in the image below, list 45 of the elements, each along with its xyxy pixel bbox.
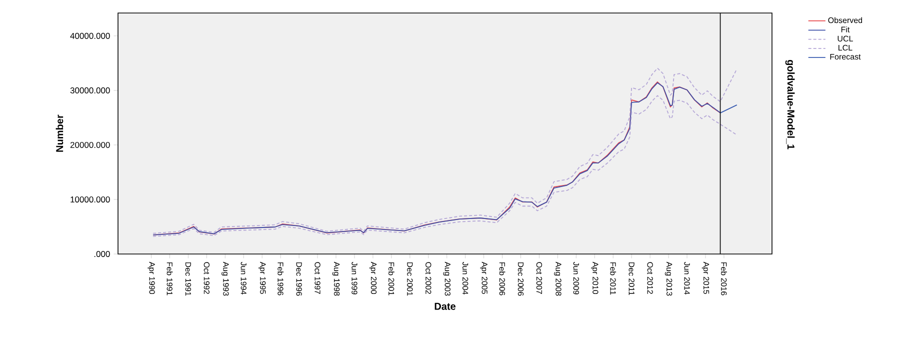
x-tick-label: Apr 1995 [258, 262, 266, 294]
x-tick-label: Feb 2011 [610, 262, 616, 295]
x-tick-label: Aug 2008 [554, 262, 562, 296]
y-tick-label: 20000.000 [70, 142, 110, 148]
x-tick-label: Feb 1991 [166, 262, 173, 296]
legend-label: Observed [828, 17, 862, 24]
x-tick-label: Oct 1992 [204, 262, 210, 294]
x-tick-label: Jun 1999 [352, 262, 358, 294]
x-tick-label: Feb 2001 [388, 262, 394, 296]
y-axis-title: Number [56, 114, 64, 152]
x-tick-label: Apr 2000 [369, 262, 377, 294]
x-tick-label: Feb 2016 [721, 262, 727, 296]
x-axis-title: Date [434, 302, 456, 310]
legend-label: Fit [841, 26, 850, 32]
x-tick-label: Dec 1996 [296, 262, 302, 296]
x-tick-label: Oct 1997 [314, 262, 320, 294]
x-tick-label: Aug 1998 [332, 262, 340, 296]
x-tick-label: Apr 2010 [591, 262, 598, 294]
x-tick-label: Apr 2005 [480, 262, 488, 294]
x-tick-label: Jun 2009 [573, 262, 579, 294]
x-tick-label: Dec 2001 [407, 262, 413, 296]
y-tick-label: 40000.000 [70, 32, 110, 39]
x-tick-label: Dec 1991 [185, 262, 192, 296]
x-tick-label: Dec 2011 [628, 262, 634, 296]
y-tick-label: 30000.000 [70, 87, 110, 94]
text: goldvalue-Model_1 [785, 60, 795, 150]
x-tick-label: Oct 2002 [426, 262, 432, 294]
x-tick-label: Apr 1990 [148, 262, 155, 294]
x-tick-label: Aug 1993 [222, 262, 229, 296]
x-tick-label: Jun 1994 [240, 262, 246, 294]
y-tick-label: .000 [94, 250, 110, 257]
x-tick-label: Dec 2006 [518, 262, 524, 296]
legend-label: LCL [838, 44, 852, 51]
legend-label: UCL [838, 36, 853, 42]
x-tick-label: Oct 2012 [647, 262, 653, 294]
x-tick-label: Feb 2006 [499, 262, 506, 296]
y-tick-label: 10000.000 [70, 196, 110, 202]
legend-label: Forecast [830, 54, 861, 60]
x-tick-label: Jun 2004 [462, 262, 468, 294]
x-tick-label: Apr 2015 [702, 262, 710, 294]
x-tick-label: Feb 1996 [278, 262, 284, 296]
x-tick-label: Aug 2013 [664, 262, 672, 296]
x-tick-label: Jun 2014 [684, 262, 690, 294]
x-tick-label: Oct 2007 [536, 262, 542, 294]
x-tick-label: Aug 2003 [443, 262, 450, 296]
